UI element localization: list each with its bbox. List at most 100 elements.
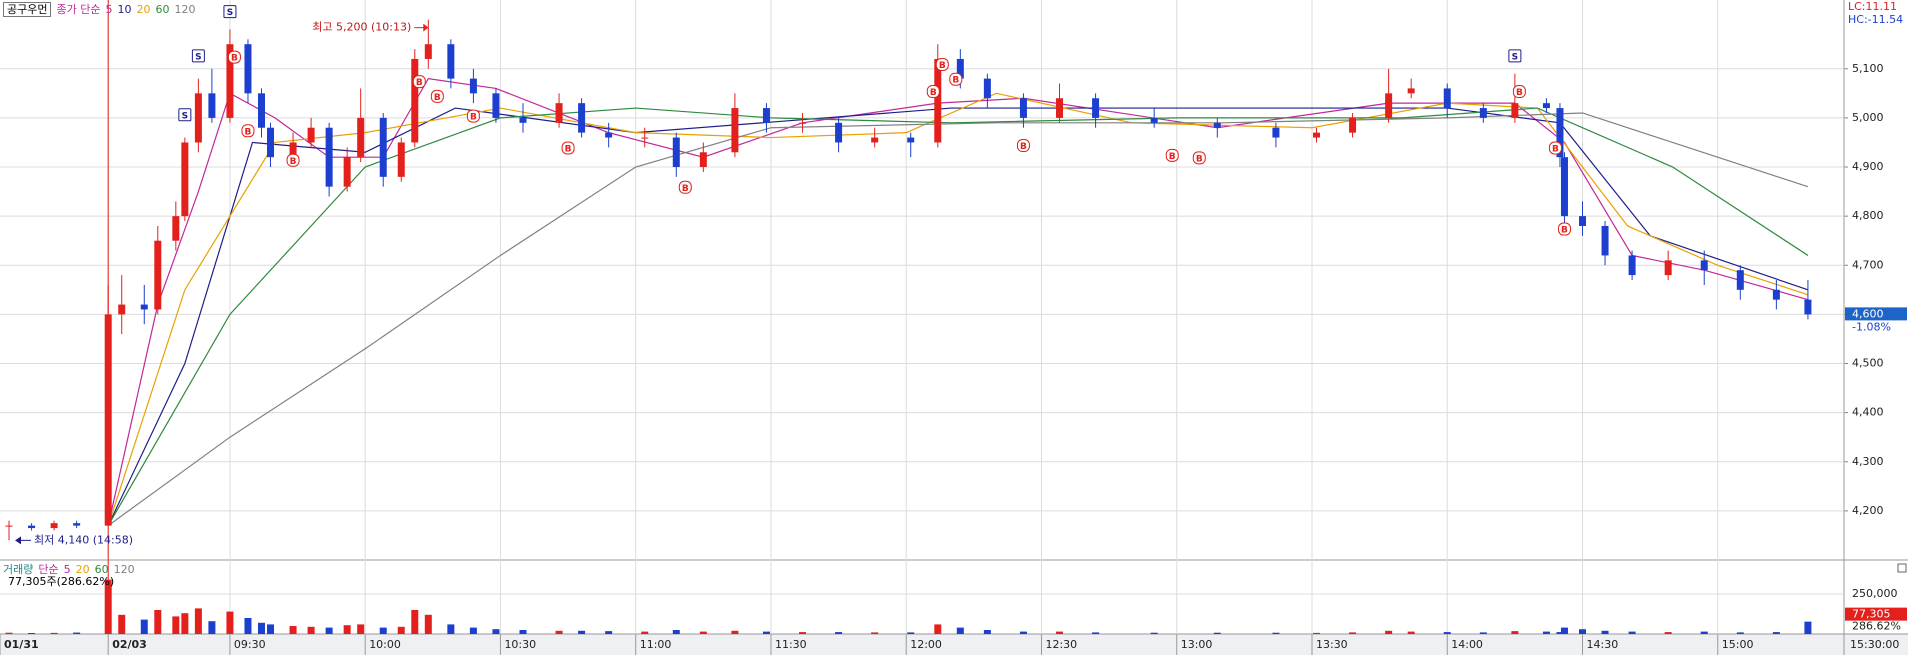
low-arrow-head	[15, 536, 22, 545]
candle-body	[762, 108, 770, 123]
candle-body	[1213, 122, 1221, 128]
signal-marker	[926, 85, 940, 99]
candle-body	[343, 157, 351, 187]
volume-bar	[1479, 632, 1487, 634]
candle-body	[1443, 88, 1451, 109]
volume-bar	[424, 614, 432, 634]
volume-bar	[194, 608, 202, 634]
candle-body	[104, 314, 112, 526]
signal-marker	[178, 108, 192, 122]
volume-indicator: 단순	[38, 563, 59, 576]
signal-marker	[191, 49, 205, 63]
volume-bar	[699, 631, 707, 634]
candle-body	[1312, 132, 1320, 138]
signal-marker	[1192, 151, 1206, 165]
candle-body	[1736, 270, 1744, 290]
y-tick-label: 4,800	[1852, 209, 1884, 222]
volume-bar	[447, 624, 455, 634]
volume-bar	[411, 610, 419, 634]
legend-item: 60	[155, 3, 170, 16]
x-tick-label: 14:00	[1451, 638, 1483, 651]
volume-bar	[1542, 631, 1550, 634]
volume-bar	[555, 630, 563, 634]
volume-label: 거래량	[3, 563, 34, 576]
last-volume-box	[1845, 607, 1907, 621]
y-tick-label: 4,500	[1852, 357, 1884, 370]
candle-body	[1628, 255, 1636, 276]
candle-body	[1579, 216, 1587, 226]
volume-legend: 5 20 60 120	[64, 563, 140, 576]
candle-body	[1385, 93, 1393, 118]
signal-label: S	[1512, 52, 1518, 62]
x-tick-label: 12:30	[1045, 638, 1077, 651]
signal-label: B	[1169, 152, 1176, 162]
candle-body	[397, 142, 405, 177]
candle-body	[1664, 260, 1672, 276]
volume-bar	[357, 624, 365, 634]
signal-marker	[430, 89, 444, 103]
x-tick-label: 09:30	[234, 638, 266, 651]
last-volume-label: 77,305	[1852, 608, 1891, 621]
axis-end-label: 15:30:00	[1850, 638, 1899, 651]
y-tick-label: 4,300	[1852, 455, 1884, 468]
y-tick-label: 4,400	[1852, 406, 1884, 419]
candle-body	[956, 58, 964, 79]
candle-body	[289, 142, 297, 158]
candle-body	[1700, 260, 1708, 271]
x-tick-label: 13:30	[1316, 638, 1348, 651]
volume-bar	[28, 633, 36, 634]
panel-toggle[interactable]	[1897, 563, 1907, 573]
x-tick-label: 14:30	[1587, 638, 1619, 651]
volume-bar	[1150, 632, 1158, 634]
candle-body	[257, 93, 265, 128]
signal-label: B	[939, 61, 946, 71]
volume-bar	[379, 627, 387, 634]
signal-label: B	[1552, 145, 1559, 155]
candle-body	[50, 523, 58, 529]
signal-label: S	[227, 8, 233, 18]
volume-bar	[762, 631, 770, 634]
volume-legend-item: 120	[113, 563, 135, 576]
candle-body	[140, 304, 148, 310]
legend-item: 5	[105, 3, 113, 16]
y-tick-label: 5,100	[1852, 62, 1884, 75]
candle-body	[1150, 117, 1158, 123]
volume-bar	[343, 625, 351, 634]
volume-bar	[5, 632, 13, 634]
candle-body	[154, 240, 162, 310]
candle-body	[307, 127, 315, 143]
candle-body	[871, 137, 879, 143]
volume-bar	[50, 632, 58, 634]
volume-bar	[672, 630, 680, 634]
legend-item: 10	[117, 3, 132, 16]
volume-bar	[1664, 632, 1672, 634]
volume-bar	[208, 621, 216, 634]
candle-body	[73, 523, 81, 526]
candle-body	[5, 525, 13, 527]
volume-bar	[469, 627, 477, 634]
candle-body	[1601, 225, 1609, 256]
volume-bar	[140, 619, 148, 634]
volume-bar	[289, 626, 297, 634]
candle-body	[1056, 98, 1064, 118]
volume-bar	[871, 632, 879, 634]
volume-bar	[519, 630, 527, 634]
candle-body	[1349, 117, 1357, 133]
volume-bar	[73, 632, 81, 634]
candle-body	[934, 58, 942, 143]
candle-body	[1092, 98, 1100, 118]
signal-label: B	[682, 184, 689, 194]
volume-bar	[104, 579, 112, 634]
volume-bar	[1700, 631, 1708, 634]
volume-bar	[397, 626, 405, 634]
candle-body	[799, 122, 807, 124]
volume-legend-item: 60	[94, 563, 109, 576]
candle-body	[492, 93, 500, 118]
last-volume-ratio: 286.62%	[1852, 620, 1901, 633]
signal-marker	[223, 5, 237, 19]
volume-bar	[172, 616, 180, 634]
volume-bar	[934, 624, 942, 634]
signal-marker	[678, 180, 692, 194]
volume-bar	[578, 630, 586, 634]
signal-label: B	[245, 127, 252, 137]
